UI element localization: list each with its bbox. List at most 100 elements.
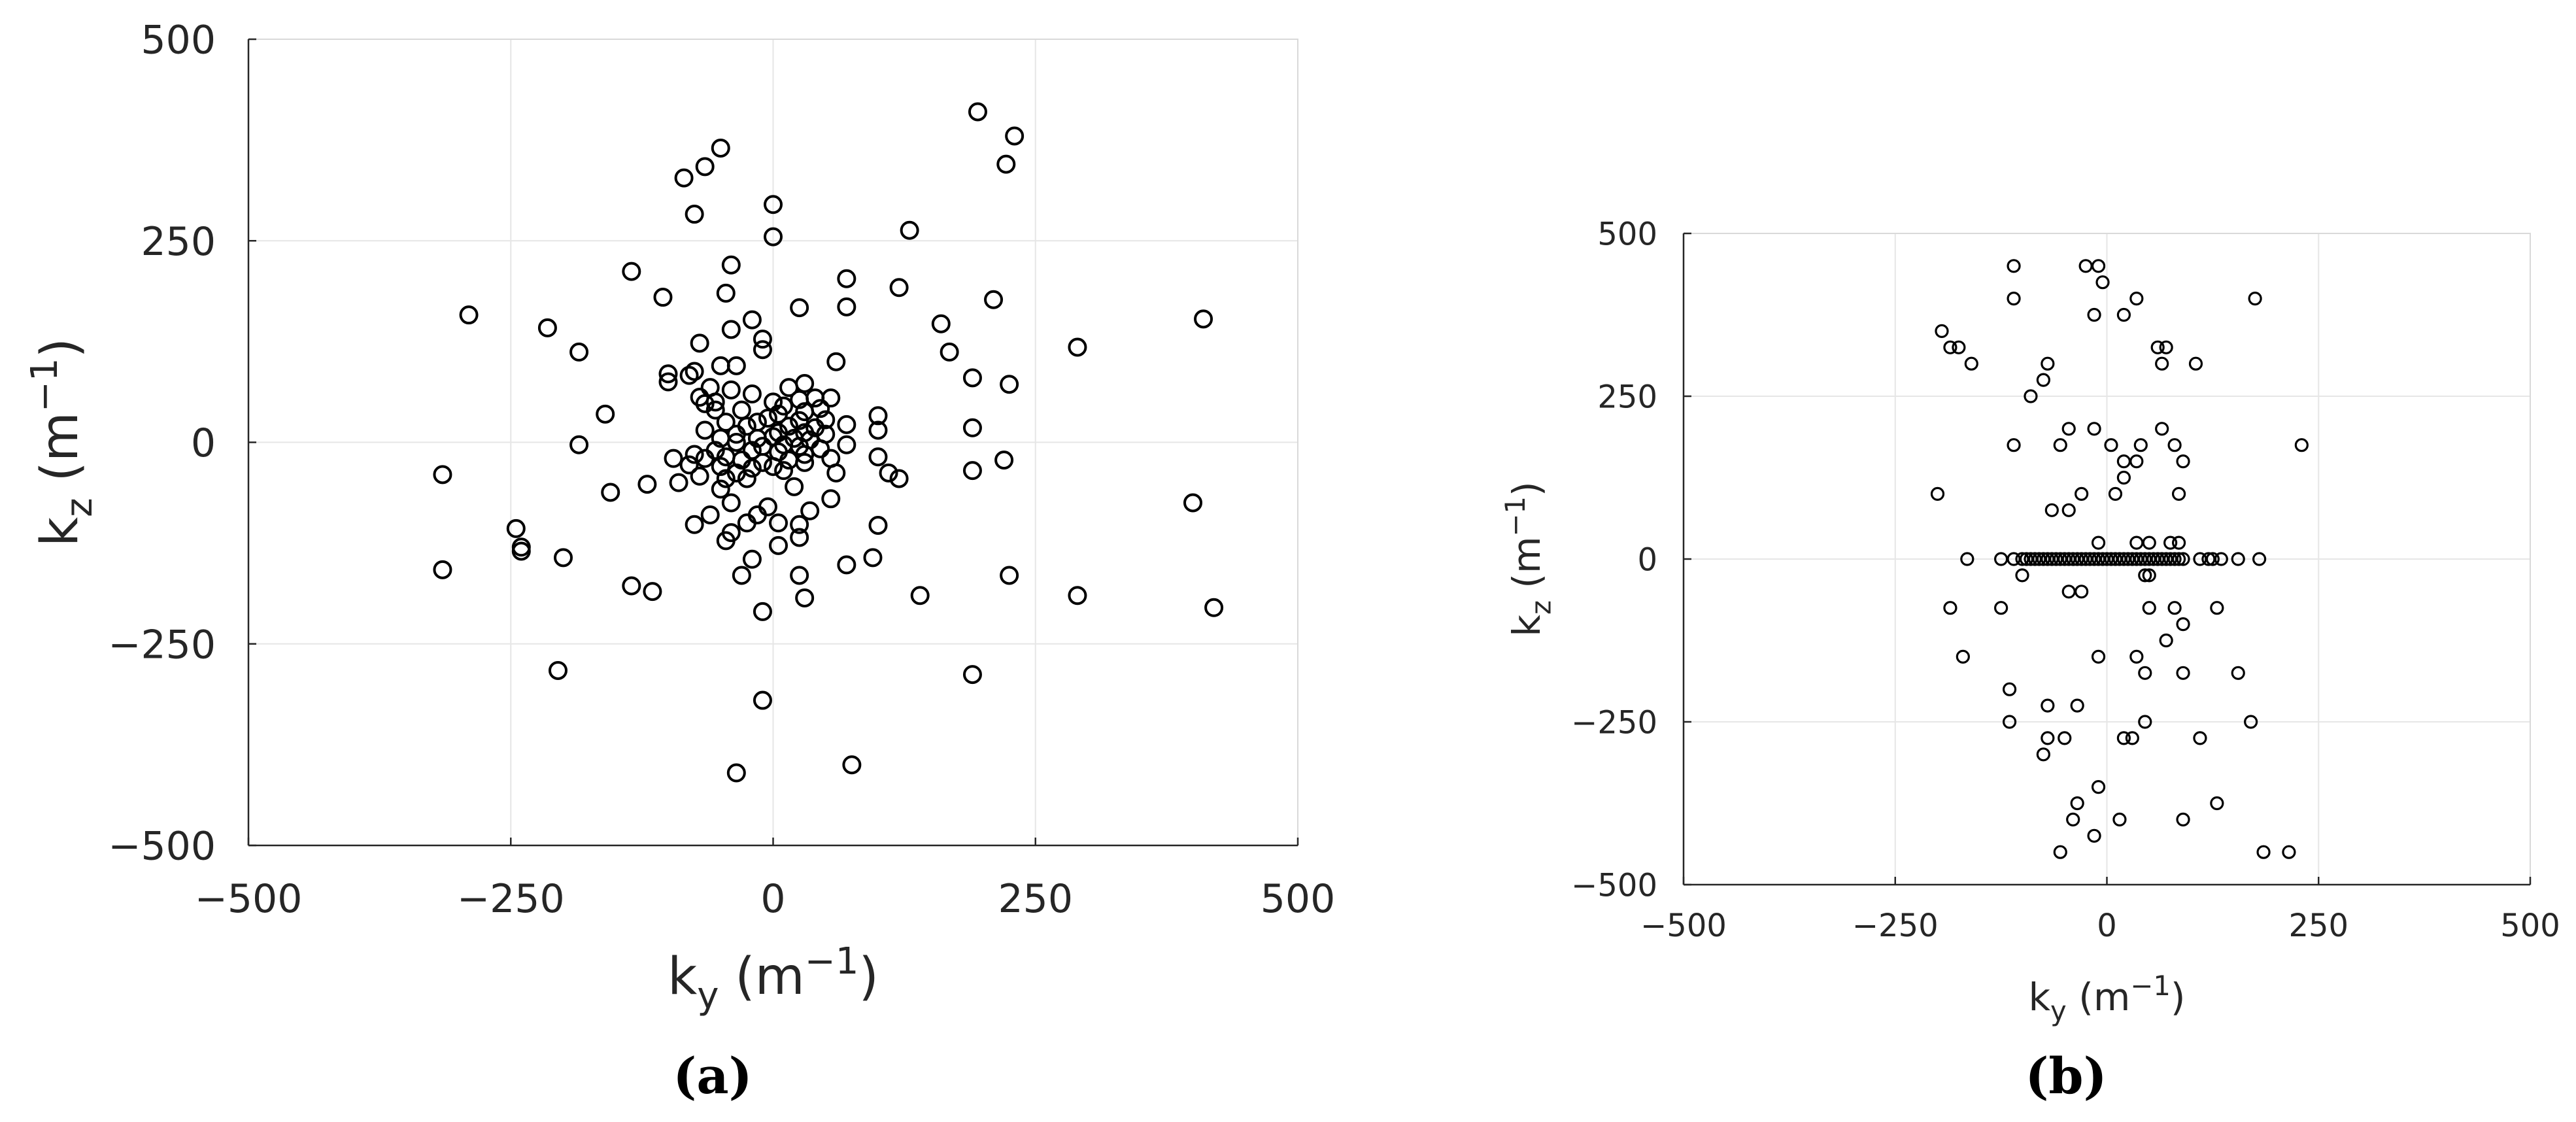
y-tick-label: −250	[108, 622, 216, 668]
data-point	[889, 278, 909, 298]
data-point	[679, 455, 699, 475]
data-point	[868, 515, 888, 535]
data-point	[711, 479, 730, 499]
data-point	[2104, 438, 2118, 452]
data-point	[690, 333, 709, 353]
data-point	[1000, 375, 1019, 394]
data-point	[1956, 649, 1970, 664]
data-point	[764, 392, 783, 412]
data-point	[2041, 698, 2055, 713]
data-point	[2176, 812, 2190, 827]
data-point	[742, 441, 762, 460]
data-point	[764, 456, 783, 476]
data-point	[2167, 552, 2182, 566]
panel-a-x-tick-labels: −500 −250 0 250 500	[195, 876, 1336, 922]
data-point	[2125, 731, 2139, 745]
data-point	[2138, 568, 2152, 583]
data-point	[868, 406, 888, 426]
data-point	[790, 390, 809, 409]
data-point	[842, 755, 862, 775]
data-point	[2002, 715, 2017, 729]
data-point	[742, 384, 762, 404]
data-point	[863, 548, 883, 568]
data-point	[637, 475, 657, 494]
panel-a-label: (a)	[673, 1047, 752, 1105]
data-point	[537, 318, 557, 337]
data-point	[753, 330, 772, 349]
data-point	[1952, 340, 1966, 354]
data-point	[737, 469, 756, 488]
data-point	[769, 513, 788, 533]
data-point	[643, 582, 662, 602]
data-point	[910, 586, 930, 605]
data-point	[968, 102, 987, 122]
data-point	[790, 515, 809, 534]
data-point	[769, 404, 788, 424]
data-point	[737, 513, 756, 533]
data-point	[711, 356, 730, 375]
data-point	[716, 469, 736, 488]
data-point	[984, 290, 1004, 309]
data-point	[2129, 649, 2144, 664]
data-point	[1964, 356, 1978, 371]
data-point	[1943, 601, 1957, 615]
data-point	[2129, 292, 2144, 306]
data-point	[994, 450, 1014, 470]
data-point	[764, 195, 783, 214]
y-tick-label: −500	[1571, 867, 1657, 904]
data-point	[726, 356, 746, 375]
data-point	[732, 400, 751, 420]
data-point	[940, 342, 959, 362]
panel-a-x-axis-label: ky (m−1)	[668, 940, 879, 1017]
data-point	[2070, 698, 2084, 713]
data-point	[2041, 356, 2055, 371]
data-point	[889, 469, 909, 488]
data-point	[669, 473, 688, 492]
data-point	[622, 262, 641, 281]
data-point	[868, 420, 888, 440]
data-point	[837, 555, 856, 575]
data-point	[2159, 340, 2173, 354]
data-point	[726, 433, 746, 452]
data-point	[2087, 307, 2101, 322]
data-point	[2214, 552, 2228, 566]
panel-a-y-axis-label: kz (m−1)	[24, 338, 101, 547]
data-point	[2061, 422, 2076, 436]
data-point	[511, 541, 531, 561]
panel-a-points	[433, 102, 1224, 783]
data-point	[601, 483, 620, 502]
data-point	[826, 463, 846, 483]
panel-b-grid	[1684, 233, 2530, 885]
data-point	[2129, 454, 2144, 469]
data-point	[753, 340, 772, 360]
x-tick-label: 250	[2288, 908, 2348, 944]
data-point	[837, 435, 856, 454]
data-point	[2210, 796, 2224, 811]
data-point	[2193, 731, 2207, 745]
panel-a-y-tick-labels: −500 −250 0 250 500	[108, 18, 216, 870]
x-tick-label: −500	[195, 876, 303, 922]
data-point	[695, 394, 715, 413]
data-point	[2058, 731, 2072, 745]
data-point	[721, 320, 741, 339]
data-point	[695, 420, 715, 440]
data-point	[2231, 666, 2245, 680]
data-point	[695, 157, 715, 177]
data-point	[753, 602, 772, 621]
data-point	[2176, 454, 2190, 469]
data-point	[1930, 486, 1945, 502]
data-point	[2256, 845, 2271, 859]
data-point	[2252, 552, 2267, 566]
data-point	[721, 255, 741, 275]
data-point	[753, 452, 772, 472]
data-point	[2091, 536, 2106, 550]
data-point	[459, 305, 479, 325]
data-point	[1183, 493, 1202, 513]
data-point	[2044, 503, 2059, 517]
data-point	[2163, 536, 2178, 550]
data-point	[2053, 845, 2067, 859]
y-tick-label: 500	[1597, 216, 1657, 252]
panel-a-axes	[247, 38, 1299, 847]
data-point	[2007, 259, 2021, 273]
y-tick-label: 0	[1637, 541, 1657, 578]
